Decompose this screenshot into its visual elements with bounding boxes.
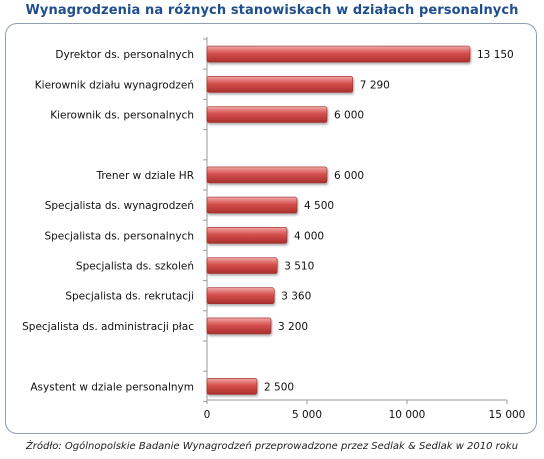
category-label: Dyrektor ds. personalnych xyxy=(55,49,194,61)
source-note: Źródło: Ogólnopolskie Badanie Wynagrodze… xyxy=(25,441,519,452)
x-tick-label: 10 000 xyxy=(389,409,426,421)
category-label: Trener w dziale HR xyxy=(95,170,194,182)
bar xyxy=(206,106,328,123)
value-label: 4 500 xyxy=(304,200,334,212)
value-label: 13 150 xyxy=(477,49,514,61)
value-label: 7 290 xyxy=(360,79,390,91)
x-tick-label: 0 xyxy=(204,409,211,421)
bar xyxy=(206,166,328,184)
value-label: 2 500 xyxy=(264,381,294,393)
bar xyxy=(206,287,275,305)
value-label: 4 000 xyxy=(294,230,324,242)
category-label: Specjalista ds. administracji płac xyxy=(22,321,194,333)
chart-title: Wynagrodzenia na różnych stanowiskach w … xyxy=(25,3,519,18)
bar xyxy=(206,377,258,395)
value-label: 3 510 xyxy=(284,261,314,273)
category-label: Asystent w dziale personalnym xyxy=(30,381,194,393)
category-label: Specjalista ds. szkoleń xyxy=(76,261,194,273)
x-tick-label: 5 000 xyxy=(292,409,322,421)
category-label: Kierownik ds. personalnych xyxy=(50,110,194,122)
x-tick-label: 15 000 xyxy=(489,409,526,421)
category-label: Specjalista ds. wynagrodzeń xyxy=(45,200,194,212)
category-label: Kierownik działu wynagrodzeń xyxy=(35,79,194,91)
value-label: 3 360 xyxy=(281,291,311,303)
bar xyxy=(206,257,278,274)
bar xyxy=(206,76,354,93)
bar xyxy=(206,227,288,244)
bar xyxy=(206,196,298,214)
bar xyxy=(206,317,272,335)
category-label: Specjalista ds. rekrutacji xyxy=(65,291,194,303)
value-label: 3 200 xyxy=(278,321,308,333)
category-label: Specjalista ds. personalnych xyxy=(44,230,194,242)
bar xyxy=(206,45,471,63)
value-label: 6 000 xyxy=(334,170,364,182)
value-label: 6 000 xyxy=(334,110,364,122)
